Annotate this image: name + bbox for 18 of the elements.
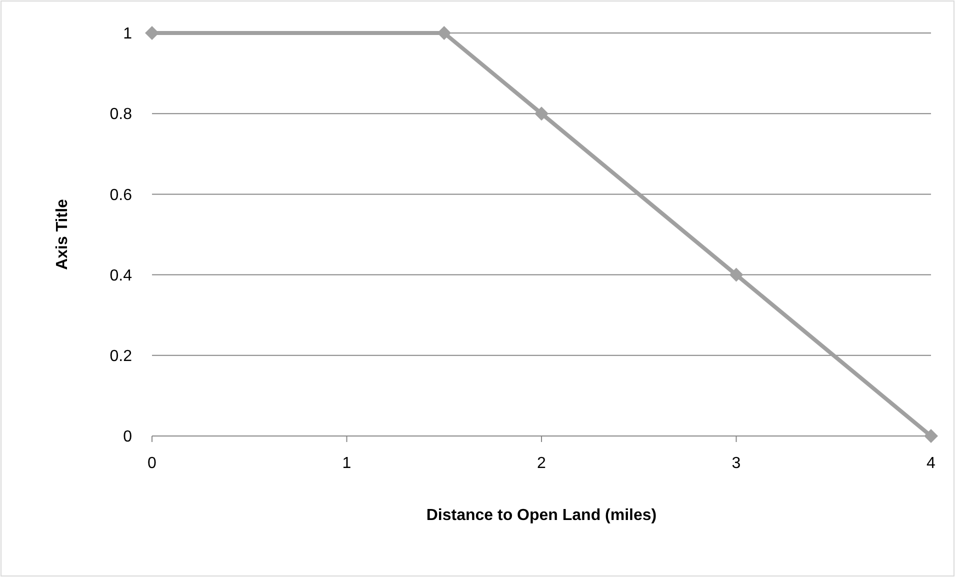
point [729,268,744,282]
y-tick-label: 0.4 [110,267,132,284]
x-tick-label: 1 [342,455,352,472]
x-tick-label: 0 [148,455,157,472]
y-tick-label: 1 [123,26,132,43]
point [145,26,159,40]
point [924,429,938,443]
y-tick-label: 0 [123,428,132,446]
x-tick-label: 2 [537,455,546,472]
x-tick-label: 4 [926,455,936,472]
x-axis-title: Distance to Open Land (miles) [426,507,657,524]
point [534,106,548,121]
point [437,26,452,40]
y-tick-label: 0.6 [110,186,132,204]
y-tick-label: 0.2 [110,348,132,365]
y-tick-label: 0.8 [110,106,132,124]
y-axis-title: Axis Title [54,198,71,270]
x-tick-label: 3 [732,455,741,472]
